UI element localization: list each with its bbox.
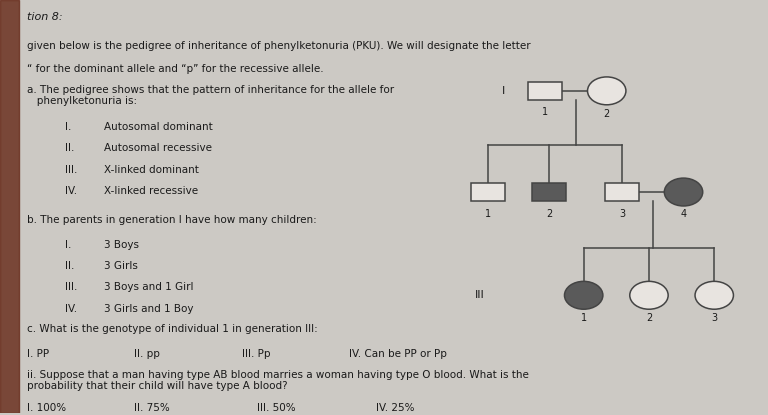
Bar xyxy=(471,183,505,201)
Text: X-linked recessive: X-linked recessive xyxy=(104,186,198,196)
Text: III: III xyxy=(475,290,485,300)
Text: IV. 25%: IV. 25% xyxy=(376,403,415,413)
Text: “ for the dominant allele and “p” for the recessive allele.: “ for the dominant allele and “p” for th… xyxy=(27,64,323,74)
Text: III. 50%: III. 50% xyxy=(257,403,296,413)
Text: II. pp: II. pp xyxy=(134,349,161,359)
Text: I. 100%: I. 100% xyxy=(27,403,66,413)
Text: III. Pp: III. Pp xyxy=(242,349,270,359)
Text: tion 8:: tion 8: xyxy=(27,12,62,22)
Text: 1: 1 xyxy=(542,107,548,117)
Text: 1: 1 xyxy=(485,209,491,219)
Text: II. 75%: II. 75% xyxy=(134,403,170,413)
Text: X-linked dominant: X-linked dominant xyxy=(104,165,199,175)
Text: ii. Suppose that a man having type AB blood marries a woman having type O blood.: ii. Suppose that a man having type AB bl… xyxy=(27,370,528,391)
Text: 1: 1 xyxy=(581,313,587,323)
Ellipse shape xyxy=(664,178,703,206)
Ellipse shape xyxy=(588,77,626,105)
Text: 3 Boys and 1 Girl: 3 Boys and 1 Girl xyxy=(104,283,194,293)
Text: 2: 2 xyxy=(604,109,610,119)
Text: III.: III. xyxy=(65,165,78,175)
Bar xyxy=(605,183,639,201)
Text: IV.: IV. xyxy=(65,186,78,196)
Bar xyxy=(0,0,19,413)
Text: II.: II. xyxy=(65,143,74,153)
Text: I. PP: I. PP xyxy=(27,349,49,359)
Text: II.: II. xyxy=(65,261,74,271)
Text: 2: 2 xyxy=(646,313,652,323)
Text: III.: III. xyxy=(65,283,78,293)
Text: 4: 4 xyxy=(680,209,687,219)
Text: Autosomal recessive: Autosomal recessive xyxy=(104,143,212,153)
Text: 3: 3 xyxy=(619,209,625,219)
Text: given below is the pedigree of inheritance of phenylketonuria (PKU). We will des: given below is the pedigree of inheritan… xyxy=(27,42,531,51)
Text: IV. Can be PP or Pp: IV. Can be PP or Pp xyxy=(349,349,447,359)
Text: II: II xyxy=(477,187,483,197)
Bar xyxy=(532,183,566,201)
Text: 2: 2 xyxy=(546,209,552,219)
Text: b. The parents in generation I have how many children:: b. The parents in generation I have how … xyxy=(27,215,316,225)
Ellipse shape xyxy=(630,281,668,309)
Ellipse shape xyxy=(695,281,733,309)
Text: a. The pedigree shows that the pattern of inheritance for the allele for
   phen: a. The pedigree shows that the pattern o… xyxy=(27,85,394,106)
Text: I: I xyxy=(502,86,505,96)
Text: 3 Boys: 3 Boys xyxy=(104,239,139,249)
Text: c. What is the genotype of individual 1 in generation III:: c. What is the genotype of individual 1 … xyxy=(27,324,318,334)
Bar xyxy=(528,82,562,100)
Ellipse shape xyxy=(564,281,603,309)
Text: 3: 3 xyxy=(711,313,717,323)
Text: I.: I. xyxy=(65,239,71,249)
Text: 3 Girls: 3 Girls xyxy=(104,261,137,271)
Text: Autosomal dominant: Autosomal dominant xyxy=(104,122,213,132)
Text: IV.: IV. xyxy=(65,304,78,314)
Text: 3 Girls and 1 Boy: 3 Girls and 1 Boy xyxy=(104,304,194,314)
Text: I.: I. xyxy=(65,122,71,132)
